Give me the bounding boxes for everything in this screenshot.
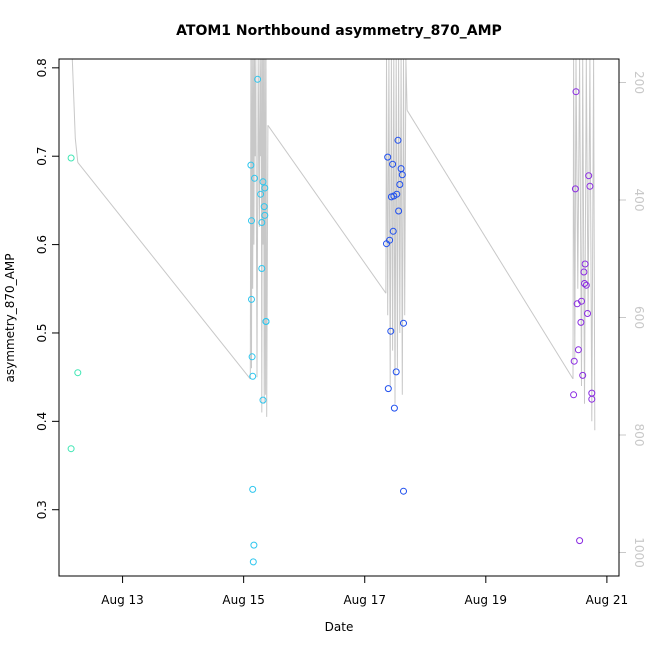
data-point	[588, 395, 596, 403]
trace-segment-0	[69, 58, 79, 163]
trace-segment-5	[406, 110, 574, 380]
data-point	[393, 190, 401, 198]
data-points	[67, 75, 596, 566]
x-axis-label: Date	[325, 620, 354, 634]
data-point	[247, 161, 255, 169]
data-point	[257, 190, 265, 198]
data-point	[248, 217, 255, 225]
data-point	[249, 558, 257, 566]
data-point	[574, 346, 582, 354]
x-tick-label: Aug 17	[343, 593, 386, 607]
trace-segment-6	[572, 58, 596, 431]
y-tick-label: 0.3	[35, 500, 49, 519]
data-point	[249, 372, 257, 380]
data-point	[400, 319, 407, 327]
data-point	[571, 185, 579, 193]
data-point	[262, 318, 270, 325]
data-point	[572, 88, 580, 96]
y-tick-label: 0.6	[35, 235, 49, 254]
data-point	[392, 368, 400, 376]
chart-title: ATOM1 Northbound asymmetry_870_AMP	[176, 23, 502, 39]
y2-tick-label: 600	[632, 306, 646, 329]
data-point	[384, 153, 392, 161]
trace-segment-1	[77, 162, 251, 380]
y-axis-label: asymmetry_870_AMP	[3, 254, 17, 383]
data-point	[570, 391, 578, 399]
data-point	[258, 219, 266, 226]
data-point	[67, 154, 75, 162]
data-point	[387, 327, 395, 335]
x-tick-label: Aug 13	[101, 593, 144, 607]
data-point	[389, 160, 397, 168]
data-point	[249, 485, 257, 493]
data-point	[250, 541, 258, 549]
data-point	[577, 318, 585, 326]
y2-tick-label: 200	[632, 71, 646, 94]
data-point	[261, 184, 269, 192]
trace-segment-3	[267, 125, 387, 294]
data-point	[584, 310, 591, 317]
data-point	[400, 487, 407, 495]
data-point	[384, 385, 392, 393]
data-point	[579, 371, 587, 379]
data-point	[260, 203, 268, 211]
y2-tick-label: 800	[632, 424, 646, 447]
data-point	[570, 357, 578, 365]
data-point	[578, 297, 585, 305]
data-point	[259, 396, 267, 404]
axes: Aug 13 Aug 15 Aug 17 Aug 19 Aug 21 0.3 0.4 0.5 0…	[35, 58, 646, 607]
data-point	[258, 265, 266, 272]
data-point	[398, 171, 406, 179]
y2-tick-label: 400	[632, 189, 646, 212]
data-point	[386, 236, 394, 244]
data-point	[582, 281, 590, 289]
data-point	[394, 136, 402, 144]
data-point	[74, 369, 82, 377]
data-point	[581, 260, 589, 268]
data-point	[259, 178, 267, 186]
data-point	[389, 227, 397, 235]
data-point	[396, 181, 404, 188]
y-tick-label: 0.8	[35, 58, 49, 77]
data-point	[581, 280, 588, 287]
trace-segment-2	[249, 58, 269, 417]
data-point	[248, 353, 256, 361]
x-tick-label: Aug 21	[586, 593, 629, 607]
data-point	[254, 75, 262, 83]
data-point	[395, 207, 403, 215]
gray-trace	[69, 58, 596, 431]
data-point	[67, 445, 75, 453]
data-point	[261, 211, 269, 219]
x-tick-label: Aug 19	[465, 593, 508, 607]
data-point	[248, 295, 255, 303]
data-point	[390, 404, 398, 412]
data-point	[251, 174, 258, 182]
data-point	[585, 172, 593, 180]
plot-frame	[58, 58, 620, 577]
y-tick-label: 0.7	[35, 147, 49, 166]
y-tick-label: 0.4	[35, 412, 49, 431]
data-point	[576, 537, 584, 545]
data-point	[580, 268, 588, 276]
x-tick-label: Aug 15	[222, 593, 265, 607]
data-point	[586, 182, 594, 190]
y-tick-label: 0.5	[35, 323, 49, 342]
y2-tick-label: 1000	[632, 537, 646, 568]
